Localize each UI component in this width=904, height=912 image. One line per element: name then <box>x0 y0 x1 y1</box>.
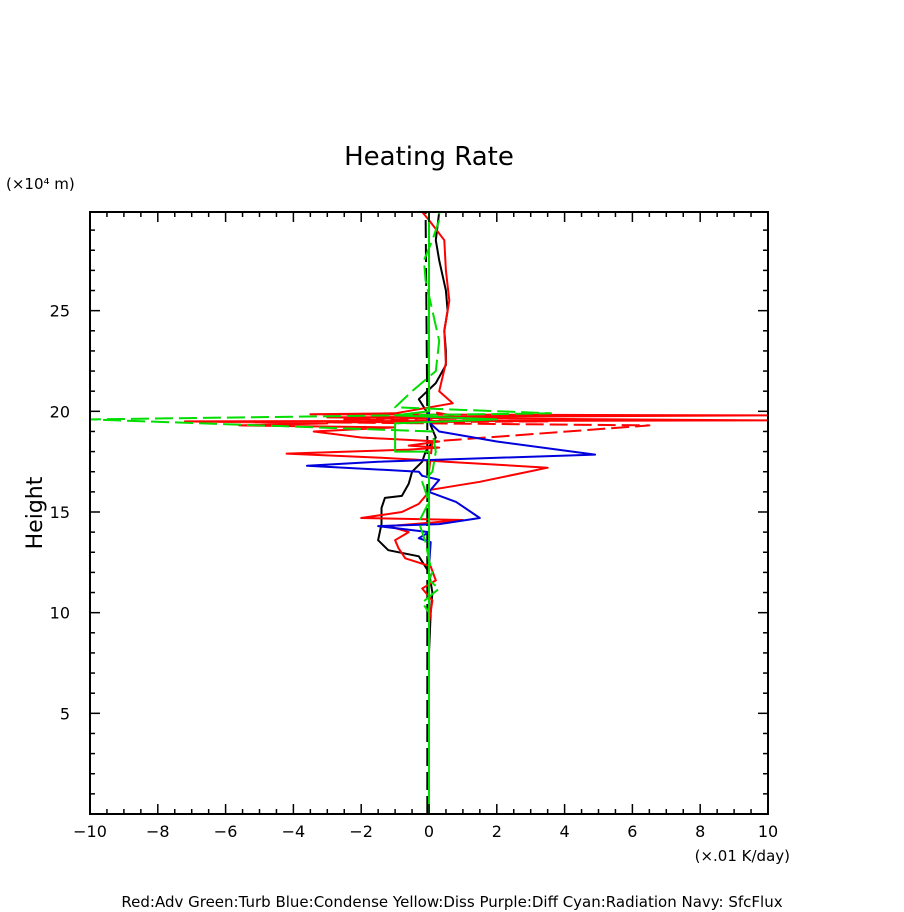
x-tick-label: 2 <box>492 822 502 841</box>
y-tick-label: 20 <box>50 402 70 421</box>
x-tick-label: −2 <box>349 822 373 841</box>
legend-caption: Red:Adv Green:Turb Blue:Condense Yellow:… <box>121 893 783 911</box>
series-line-black-dashed <box>424 211 429 814</box>
y-axis-title: Height <box>23 476 48 549</box>
x-tick-label: −10 <box>73 822 107 841</box>
x-tick-label: 6 <box>627 822 637 841</box>
plot-frame <box>89 211 769 815</box>
series-line-blue <box>306 212 597 814</box>
x-tick-label: 10 <box>758 822 778 841</box>
series-line-green-dashed <box>89 212 552 814</box>
y-tick-label: 10 <box>50 604 70 623</box>
y-tick-label: 5 <box>60 704 70 723</box>
tick-labels-layer: −10 −8 −6 −4 −2 0 2 4 6 8 10 5 10 15 20 25 <box>50 302 779 841</box>
series-line-green <box>394 212 498 814</box>
x-tick-label: −4 <box>282 822 306 841</box>
x-unit-label: (×.01 K/day) <box>695 847 790 865</box>
series-line-red-dashed <box>326 212 651 814</box>
x-tick-label: 8 <box>695 822 705 841</box>
y-tick-label: 15 <box>50 503 70 522</box>
chart-title: Heating Rate <box>344 142 514 172</box>
x-tick-label: −8 <box>146 822 170 841</box>
x-tick-label: 4 <box>560 822 570 841</box>
y-tick-label: 25 <box>50 302 70 321</box>
series-layer <box>89 211 769 814</box>
y-unit-label: (×10⁴ m) <box>6 175 75 193</box>
x-tick-label: −6 <box>214 822 238 841</box>
x-tick-label: 0 <box>424 822 434 841</box>
series-line-red <box>183 211 769 814</box>
